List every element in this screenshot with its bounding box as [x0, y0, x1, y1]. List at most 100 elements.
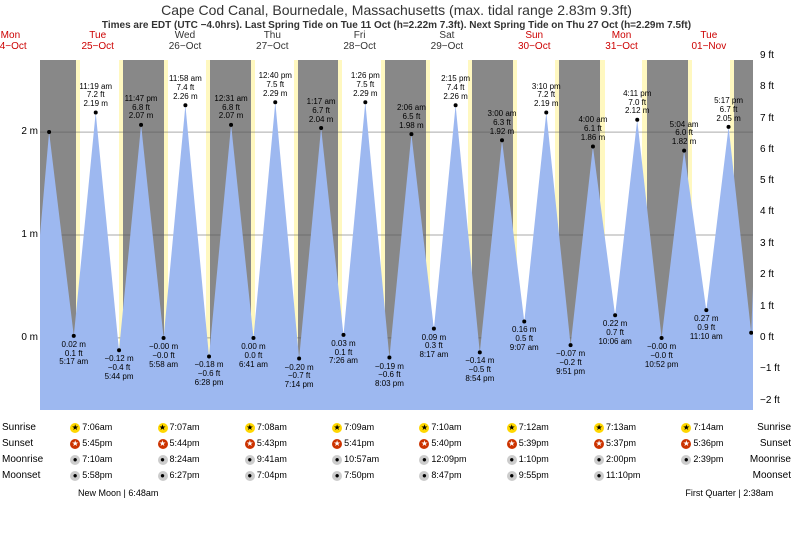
sunrise-icon: ★ — [507, 423, 517, 433]
sunrise-icon: ★ — [245, 423, 255, 433]
moonset-icon: ● — [507, 471, 517, 481]
tide-peak-label: 3:00 am6.3 ft1.92 m — [488, 110, 517, 136]
moonset-time: 11:10pm — [606, 470, 640, 480]
sunrise-item: ★7:12am — [507, 422, 549, 433]
sunset-time: 5:40pm — [431, 438, 461, 448]
moonset-icon: ● — [594, 471, 604, 481]
row-label-sunset: Sunset — [2, 438, 33, 449]
sunrise-time: 7:14am — [693, 422, 723, 432]
tide-peak-label: 5:04 am6.0 ft1.82 m — [670, 121, 699, 147]
tide-point — [47, 130, 51, 134]
tide-peak-label: 11:58 am7.4 ft2.26 m — [169, 75, 202, 101]
moonset-item: ●5:58pm — [70, 470, 112, 481]
tide-peak-label: 0.16 m0.5 ft9:07 am — [510, 326, 539, 352]
tide-point — [635, 118, 639, 122]
tide-point — [297, 357, 301, 361]
day-date: 24−Oct — [0, 41, 27, 52]
tide-peak-label: 1:26 pm7.5 ft2.29 m — [351, 72, 380, 98]
sunrise-time: 7:08am — [257, 422, 287, 432]
tide-point — [207, 354, 211, 358]
day-dow: Sat — [439, 30, 454, 41]
day-date: 30−Oct — [518, 41, 551, 52]
sunset-item: ★5:37pm — [594, 438, 636, 449]
tide-point — [727, 125, 731, 129]
tide-point — [183, 103, 187, 107]
moonset-item: ●6:27pm — [158, 470, 200, 481]
tide-peak-label: −0.18 m−0.6 ft6:28 pm — [194, 361, 223, 387]
moonset-item: ●7:04pm — [245, 470, 287, 481]
moonset-item: ●8:47pm — [419, 470, 461, 481]
tide-point — [704, 308, 708, 312]
tide-peak-label: 4:11 pm7.0 ft2.12 m — [623, 90, 651, 116]
sunrise-item: ★7:08am — [245, 422, 287, 433]
sunset-item: ★5:43pm — [245, 438, 287, 449]
moonset-icon: ● — [419, 471, 429, 481]
day-dow: Mon — [612, 30, 631, 41]
row-label-r-sunset: Sunset — [760, 438, 791, 449]
tide-point — [409, 132, 413, 136]
day-date: 29−Oct — [431, 41, 464, 52]
sunset-time: 5:43pm — [257, 438, 287, 448]
tide-peak-label: 0.22 m0.7 ft10:06 am — [598, 320, 631, 346]
moonset-time: 5:58pm — [82, 470, 112, 480]
sunset-time: 5:39pm — [519, 438, 549, 448]
tide-plot: 0.02 m0.1 ft5:17 am11:19 am7.2 ft2.19 m−… — [40, 60, 753, 410]
moonset-item: ●9:55pm — [507, 470, 549, 481]
sunrise-item: ★7:07am — [158, 422, 200, 433]
tide-peak-label: 5:17 pm6.7 ft2.05 m — [714, 97, 743, 123]
day-date: 01−Nov — [691, 41, 726, 52]
moonset-item: ●7:50pm — [332, 470, 374, 481]
moonrise-time: 7:10am — [82, 454, 112, 464]
moonrise-icon: ● — [158, 455, 168, 465]
sunrise-time: 7:12am — [519, 422, 549, 432]
day-date: 26−Oct — [169, 41, 202, 52]
sunrise-icon: ★ — [332, 423, 342, 433]
moonrise-time: 2:39pm — [693, 454, 723, 464]
tide-point — [363, 100, 367, 104]
sunrise-item: ★7:14am — [681, 422, 723, 433]
moonrise-icon: ● — [332, 455, 342, 465]
tide-peak-label: 12:31 am6.8 ft2.07 m — [214, 95, 247, 121]
sunrise-icon: ★ — [681, 423, 691, 433]
moonrise-icon: ● — [594, 455, 604, 465]
y-right-tick: 4 ft — [760, 206, 788, 217]
tide-peak-label: 0.02 m0.1 ft5:17 am — [59, 341, 88, 367]
day-label: Sun30−Oct — [495, 30, 574, 52]
day-dow: Wed — [175, 30, 195, 41]
chart-title: Cape Cod Canal, Bournedale, Massachusett… — [0, 2, 793, 18]
y-right-tick: 7 ft — [760, 113, 788, 124]
sunrise-time: 7:07am — [170, 422, 200, 432]
tide-point — [251, 336, 255, 340]
tide-point — [544, 111, 548, 115]
day-dow: Sun — [525, 30, 543, 41]
moonset-icon: ● — [245, 471, 255, 481]
tide-peak-label: 11:47 pm6.8 ft2.07 m — [125, 95, 158, 121]
sunset-icon: ★ — [419, 439, 429, 449]
sunrise-icon: ★ — [419, 423, 429, 433]
row-label-sunrise: Sunrise — [2, 422, 36, 433]
moonrise-item: ●2:00pm — [594, 454, 636, 465]
tide-peak-label: 4:00 am6.1 ft1.86 m — [578, 116, 607, 142]
sunset-time: 5:37pm — [606, 438, 636, 448]
y-right-tick: 3 ft — [760, 238, 788, 249]
sunset-item: ★5:40pm — [419, 438, 461, 449]
day-label: Sat29−Oct — [407, 30, 486, 52]
moonrise-time: 8:24am — [170, 454, 200, 464]
sunset-icon: ★ — [332, 439, 342, 449]
tide-point — [139, 123, 143, 127]
sunset-item: ★5:39pm — [507, 438, 549, 449]
sunset-icon: ★ — [681, 439, 691, 449]
day-label: Tue25−Oct — [58, 30, 137, 52]
y-right-tick: 6 ft — [760, 144, 788, 155]
sunset-item: ★5:36pm — [681, 438, 723, 449]
day-label: Tue01−Nov — [669, 30, 748, 52]
row-label-r-moonrise: Moonrise — [750, 454, 791, 465]
y-right-tick: 9 ft — [760, 50, 788, 61]
y-right-tick: −1 ft — [760, 363, 788, 374]
y-right-tick: 0 ft — [760, 332, 788, 343]
sunrise-icon: ★ — [594, 423, 604, 433]
sunset-icon: ★ — [245, 439, 255, 449]
sunrise-item: ★7:09am — [332, 422, 374, 433]
row-label-moonset: Moonset — [2, 470, 40, 481]
tide-peak-label: 0.00 m0.0 ft6:41 am — [239, 343, 268, 369]
